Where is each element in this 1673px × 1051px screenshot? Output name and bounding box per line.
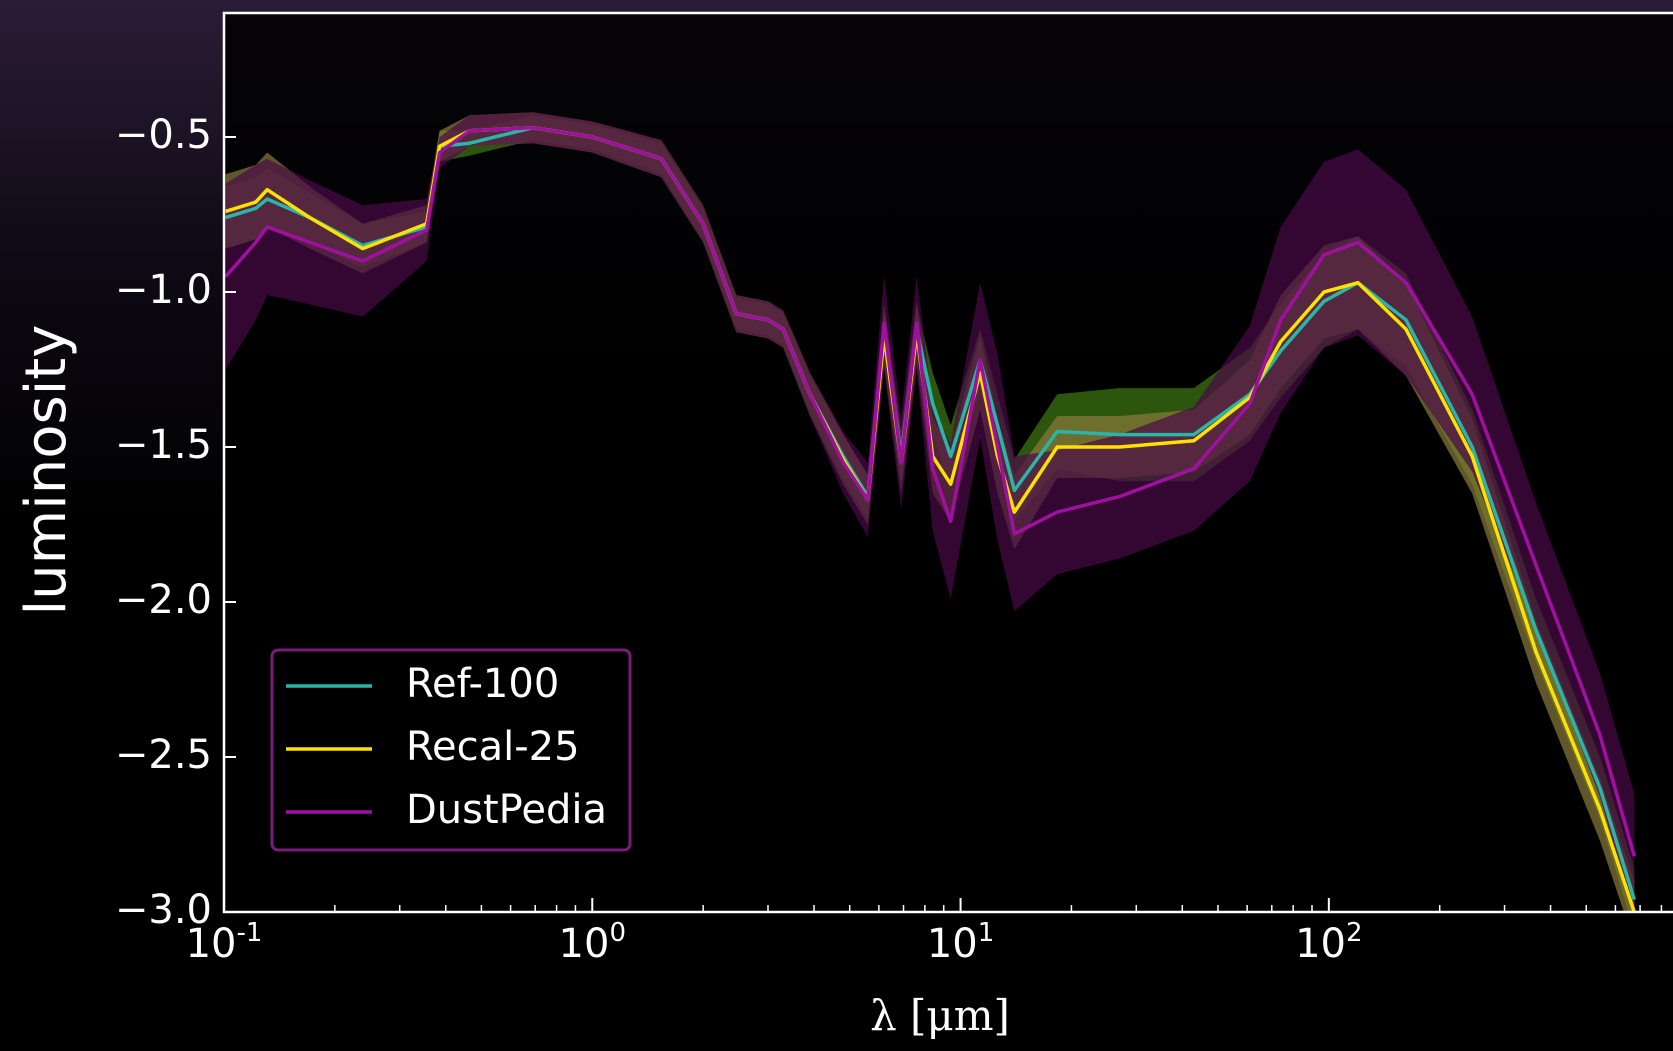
- y-tick-label: −3.0: [115, 887, 212, 933]
- x-tick-label: 10-1: [186, 918, 263, 967]
- error-band: [225, 112, 1635, 912]
- x-tick-exponent: -1: [236, 918, 262, 948]
- legend-label: Ref-100: [406, 661, 559, 707]
- legend-label: Recal-25: [406, 724, 580, 770]
- x-tick-exponent: 1: [978, 918, 995, 948]
- series-line: [224, 125, 1636, 857]
- x-tick-base: 10: [1295, 921, 1346, 967]
- y-axis-title: luminosity: [14, 325, 79, 616]
- x-tick-exponent: 2: [1346, 918, 1363, 948]
- plot-layer: [224, 112, 1636, 912]
- x-tick-label: 101: [927, 918, 994, 967]
- x-tick-base: 10: [927, 921, 978, 967]
- axes-frame: [222, 11, 1673, 914]
- legend-box: [270, 648, 632, 852]
- y-tick-label: −2.0: [115, 577, 212, 623]
- x-axis-title: λ [μm]: [870, 991, 1010, 1040]
- x-tick-label: 100: [559, 918, 626, 967]
- legend-label: DustPedia: [406, 787, 607, 833]
- y-tick-label: −1.0: [115, 267, 212, 313]
- y-tick-label: −2.5: [115, 732, 212, 778]
- x-tick-base: 10: [186, 921, 237, 967]
- x-tick-label: 102: [1295, 918, 1362, 967]
- x-tick-exponent: 0: [609, 918, 626, 948]
- y-tick-label: −1.5: [115, 422, 212, 468]
- y-tick-label: −0.5: [115, 112, 212, 158]
- x-tick-base: 10: [559, 921, 610, 967]
